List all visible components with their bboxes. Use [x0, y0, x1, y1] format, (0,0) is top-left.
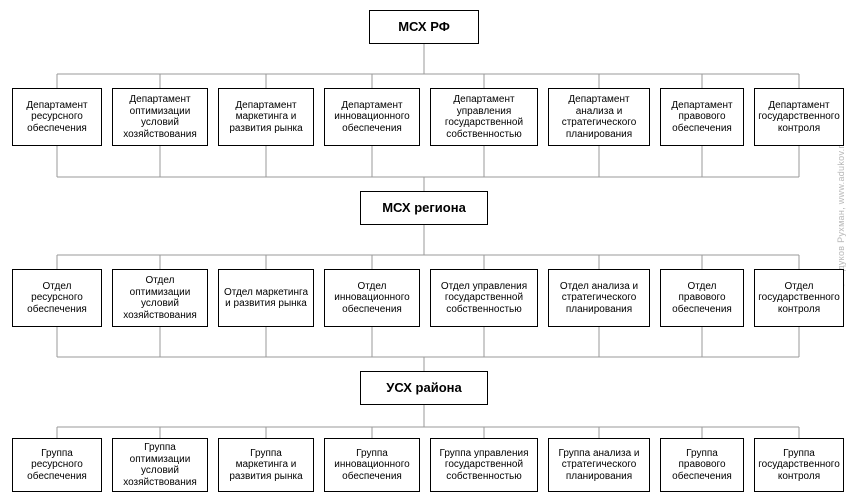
level-2-child-1: Группа оптимизации условий хозяйствовани…: [112, 438, 208, 492]
level-0-child-1: Департамент оптимизации условий хозяйств…: [112, 88, 208, 146]
level-1-head: МСХ региона: [360, 191, 488, 225]
level-0-child-4: Департамент управления государственной с…: [430, 88, 538, 146]
level-1-child-3: Отдел инновационного обеспечения: [324, 269, 420, 327]
level-1-child-4: Отдел управления государственной собстве…: [430, 269, 538, 327]
level-0-child-0: Департамент ресурсного обеспечения: [12, 88, 102, 146]
level-2-child-7: Группа государственного контроля: [754, 438, 844, 492]
level-1-child-5: Отдел анализа и стратегического планиров…: [548, 269, 650, 327]
level-0-head: МСХ РФ: [369, 10, 479, 44]
level-0-child-5: Департамент анализа и стратегического пл…: [548, 88, 650, 146]
level-0-child-3: Департамент инновационного обеспечения: [324, 88, 420, 146]
level-1-child-6: Отдел правового обеспечения: [660, 269, 744, 327]
level-2-child-3: Группа инновационного обеспечения: [324, 438, 420, 492]
level-0-child-6: Департамент правового обеспечения: [660, 88, 744, 146]
level-0-child-2: Департамент маркетинга и развития рынка: [218, 88, 314, 146]
level-1-child-7: Отдел государственного контроля: [754, 269, 844, 327]
level-2-child-2: Группа маркетинга и развития рынка: [218, 438, 314, 492]
level-2-child-6: Группа правового обеспечения: [660, 438, 744, 492]
level-2-child-5: Группа анализа и стратегического планиро…: [548, 438, 650, 492]
level-1-child-2: Отдел маркетинга и развития рынка: [218, 269, 314, 327]
level-2-child-4: Группа управления государственной собств…: [430, 438, 538, 492]
org-chart-canvas: © Адуков Рухман, www.adukov.ru МСХ РФ Деп…: [0, 0, 848, 500]
watermark-text: © Адуков Рухман, www.adukov.ru: [836, 140, 846, 290]
level-0-child-7: Департамент государственного контроля: [754, 88, 844, 146]
level-2-child-0: Группа ресурсного обеспечения: [12, 438, 102, 492]
connector-layer: [0, 0, 848, 500]
level-1-child-0: Отдел ресурсного обеспечения: [12, 269, 102, 327]
level-1-child-1: Отдел оптимизации условий хозяйствования: [112, 269, 208, 327]
level-2-head: УСХ района: [360, 371, 488, 405]
